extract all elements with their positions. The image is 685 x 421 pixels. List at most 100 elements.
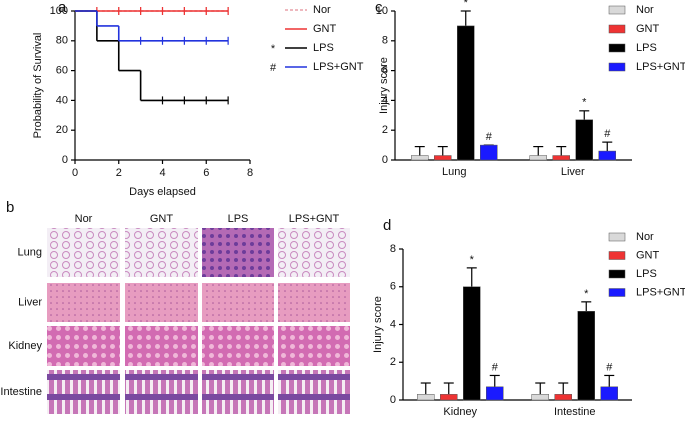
legend-annotation: # [270,62,277,74]
histology-image [125,326,198,366]
legend-label: Nor [636,231,654,243]
histology-image [278,228,350,277]
histology-image [202,283,274,322]
y-tick-label: 6 [390,281,396,293]
column-label: GNT [150,213,174,225]
y-tick-label: 8 [390,243,396,255]
bar [486,386,504,401]
panel-label: c [375,0,383,16]
y-tick-label: 4 [390,318,396,330]
legend-swatch [608,24,626,34]
significance-mark: * [584,288,589,300]
histology-image [47,326,120,366]
bar [411,155,429,161]
y-axis-label: Injury score [378,57,390,114]
significance-mark: # [604,128,611,140]
x-tick-label: 6 [203,167,209,179]
x-axis-label: Days elapsed [129,186,196,198]
x-tick-label: 2 [116,167,122,179]
panel-label: d [383,217,391,234]
x-tick-label: 4 [159,167,165,179]
y-tick-label: 10 [376,5,388,17]
y-axis-label: Probability of Survival [32,33,44,139]
bar [552,155,570,161]
histology-image [47,370,120,414]
column-label: LPS [228,213,249,225]
y-tick-label: 0 [390,394,396,406]
y-tick-label: 0 [62,154,68,166]
legend-label: LPS [636,268,657,280]
y-tick-label: 4 [382,94,388,106]
x-tick-label: Intestine [554,406,596,418]
x-tick-label: Liver [561,166,585,178]
histology-image [278,370,350,414]
significance-mark: # [606,361,613,373]
y-tick-label: 8 [382,35,388,47]
legend-label: LPS [313,42,334,54]
histology-image [202,228,274,277]
row-label: Kidney [8,340,42,352]
significance-mark: # [492,361,499,373]
histology-panel: b [6,199,14,216]
histology-image [278,326,350,366]
legend-label: LPS+GNT [636,61,685,73]
significance-mark: * [470,254,475,266]
x-tick-label: 8 [247,167,253,179]
histology-image [202,370,274,414]
legend-swatch [608,251,626,260]
histology-image [278,283,350,322]
bar [457,25,475,161]
bar [600,386,618,401]
histology-image [202,326,274,366]
bar [529,155,547,161]
significance-mark: * [464,0,469,9]
significance-mark: # [486,131,493,143]
y-tick-label: 80 [56,35,68,47]
legend-label: Nor [636,4,654,16]
bar [575,119,593,161]
legend-label: Nor [313,4,331,16]
bar [598,150,616,161]
y-tick-label: 6 [382,65,388,77]
x-tick-label: Kidney [443,406,477,418]
row-label: Lung [18,246,42,258]
column-label: LPS+GNT [289,213,340,225]
y-tick-label: 2 [390,356,396,368]
bar [463,286,481,401]
histology-image [125,228,198,277]
histology-image [125,283,198,322]
histology-image [47,283,120,322]
significance-mark: * [582,97,587,109]
legend-label: GNT [636,249,660,261]
column-label: Nor [75,213,93,225]
bar [554,394,572,401]
bar [531,394,549,401]
legend-swatch [608,269,626,279]
legend-label: GNT [636,23,660,35]
y-axis-label: Injury score [372,296,384,353]
legend-label: LPS [636,42,657,54]
legend-annotation: * [271,43,276,55]
bar [577,311,595,401]
row-label: Liver [18,296,42,308]
legend-swatch [608,288,626,297]
bar [417,394,435,401]
legend-swatch [608,5,626,15]
legend-swatch [608,43,626,53]
x-tick-label: Lung [442,166,466,178]
bar [440,394,458,401]
legend-swatch [608,232,626,242]
y-tick-label: 100 [50,5,68,17]
legend-label: LPS+GNT [313,61,364,73]
histology-image [125,370,198,414]
panel-label: b [6,199,14,216]
legend-label: GNT [313,23,337,35]
legend-swatch [608,62,626,72]
bar [480,144,498,161]
y-tick-label: 2 [382,124,388,136]
bar [434,155,452,161]
row-label: Intestine [0,386,42,398]
y-tick-label: 20 [56,124,68,136]
y-tick-label: 0 [382,154,388,166]
